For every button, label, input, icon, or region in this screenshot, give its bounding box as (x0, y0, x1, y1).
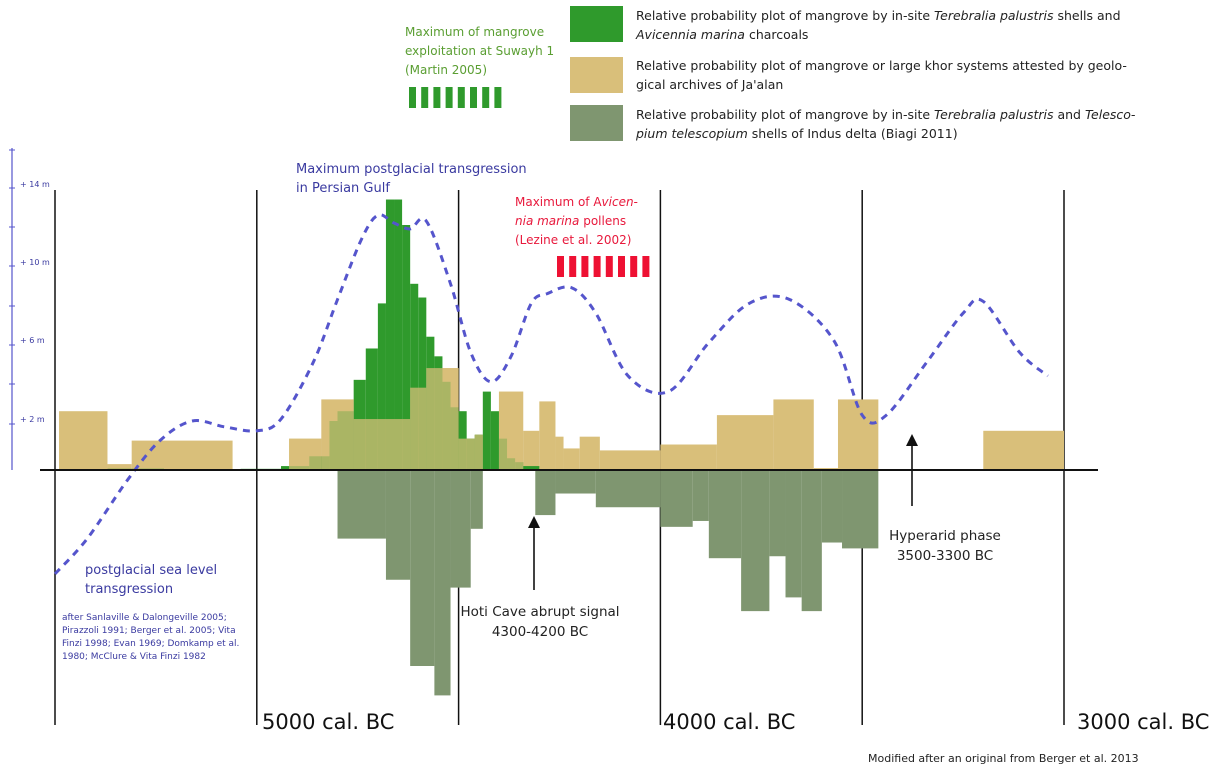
hoti-cave-note: Hoti Cave abrupt signal 4300-4200 BC (460, 604, 620, 640)
indus-bar-0 (337, 470, 386, 539)
suwayh-dash-3 (445, 87, 453, 108)
indus-bar-2 (410, 470, 435, 666)
legend-swatch-tan (570, 57, 623, 93)
suwayh-dash-1 (421, 87, 429, 108)
legend-label-indus: Relative probability plot of mangrove by… (636, 107, 1136, 141)
credit-note: Modified after an original from Berger e… (868, 752, 1139, 765)
hyperarid-arrow-head (906, 434, 918, 446)
series-mangrove-charcoal (107, 199, 540, 470)
suwayh-dash-7 (494, 87, 502, 108)
pollen-dash-2 (581, 256, 589, 277)
indus-bar-8 (595, 470, 661, 508)
references-note: after Sanlaville & Dalongeville 2005; Pi… (62, 613, 240, 662)
suwayh-dash-0 (409, 87, 416, 108)
hoti-arrow-head (528, 516, 540, 528)
khor-bar-22 (983, 430, 1064, 470)
khor-bar-14 (563, 448, 580, 470)
sea-level-curve (53, 213, 1049, 575)
khor-overlay-bar-7 (426, 368, 459, 470)
series-khor-ja-alan (59, 368, 1064, 470)
mangrove-bar-21 (482, 391, 491, 470)
mangrove-bar-10 (394, 199, 403, 470)
khor-overlay-bar-6 (410, 387, 427, 470)
suwayh-dash-5 (470, 87, 477, 108)
suwayh-dash-2 (433, 87, 441, 108)
indus-bar-11 (708, 470, 742, 559)
mangrove-bar-22 (490, 411, 499, 470)
pollen-dash-6 (630, 256, 638, 277)
pollen-dash-1 (569, 256, 577, 277)
pollen-dash-3 (593, 256, 601, 277)
indus-bar-7 (555, 470, 596, 494)
pollen-dash-4 (605, 256, 613, 277)
legend-label-mangrove-charcoal: Relative probability plot of mangrove by… (636, 8, 1121, 42)
khor-bar-1 (107, 464, 132, 470)
khor-bar-17 (660, 444, 717, 470)
khor-overlay-bar-5 (353, 419, 411, 470)
khor-bar-2 (131, 440, 233, 470)
suwayh-dash-4 (457, 87, 465, 108)
khor-bar-19 (773, 399, 814, 470)
indus-bar-17 (842, 470, 879, 549)
x-label-5000: 5000 cal. BC (262, 710, 395, 734)
indus-bar-6 (535, 470, 556, 516)
series-indus-delta (337, 470, 879, 696)
pollen-dash-5 (618, 256, 625, 277)
y-axis (9, 148, 15, 470)
suwayh-dash-6 (482, 87, 490, 108)
khor-bar-21 (837, 399, 879, 470)
khor-overlay-bar-4 (321, 399, 354, 470)
y-tick-6: + 6 m (20, 336, 45, 345)
x-label-3000: 3000 cal. BC (1077, 710, 1210, 734)
indus-bar-5 (470, 470, 483, 529)
khor-overlay-bar-9 (474, 434, 483, 470)
khor-bar-13 (555, 436, 564, 470)
legend-swatch-green (570, 6, 623, 42)
pollen-dash-0 (557, 256, 564, 277)
indus-bar-4 (450, 470, 471, 588)
y-tick-2: + 2 m (20, 415, 45, 424)
legend-label-khor: Relative probability plot of mangrove or… (636, 58, 1127, 92)
khor-bar-11 (523, 430, 540, 470)
indus-bar-9 (660, 470, 693, 527)
indus-bar-16 (821, 470, 843, 543)
markers (409, 87, 918, 590)
sea-level-line (53, 213, 1049, 575)
sea-level-note: postglacial sea level transgression (85, 563, 218, 597)
legend-swatch-grey (570, 105, 623, 141)
indus-bar-13 (769, 470, 786, 557)
khor-bar-0 (59, 411, 108, 470)
mangrove-bar-13 (418, 297, 427, 470)
khor-bar-18 (716, 415, 774, 470)
indus-bar-14 (785, 470, 802, 598)
mangrove-bar-9 (385, 199, 395, 470)
indus-bar-3 (434, 470, 451, 696)
mangrove-bar-12 (410, 283, 419, 470)
khor-overlay-bar-3 (289, 438, 322, 470)
persian-gulf-note: Maximum postglacial transgression in Per… (296, 162, 527, 196)
indus-bar-10 (692, 470, 709, 521)
indus-bar-12 (741, 470, 770, 612)
hyperarid-note: Hyperarid phase 3500-3300 BC (889, 528, 1001, 564)
khor-bar-16 (599, 450, 661, 470)
khor-bar-12 (539, 401, 556, 470)
x-label-4000: 4000 cal. BC (663, 710, 796, 734)
indus-bar-15 (801, 470, 822, 612)
pollen-note: Maximum of Avicen- nia marina pollens (L… (515, 195, 638, 247)
suwayh-note: Maximum of mangrove exploitation at Suwa… (405, 25, 555, 77)
khor-overlay-bar-10 (498, 391, 524, 470)
mangrove-bar-26 (523, 466, 540, 470)
khor-bar-15 (579, 436, 600, 470)
mangrove-bar-8 (377, 303, 386, 470)
khor-overlay-bar-8 (458, 438, 475, 470)
pollen-dash-7 (642, 256, 650, 277)
indus-bar-1 (385, 470, 411, 580)
y-tick-10: + 10 m (20, 258, 50, 267)
mangrove-bar-11 (402, 225, 411, 470)
y-tick-14: + 14 m (20, 180, 50, 189)
